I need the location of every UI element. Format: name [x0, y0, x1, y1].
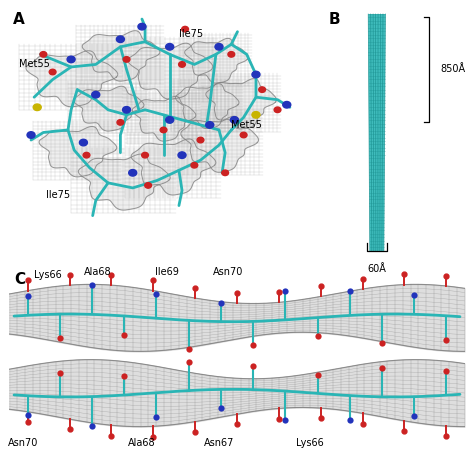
- Text: Asn70: Asn70: [213, 267, 243, 277]
- Polygon shape: [185, 38, 248, 83]
- Circle shape: [166, 117, 173, 123]
- Circle shape: [142, 153, 148, 158]
- Circle shape: [80, 140, 87, 146]
- Polygon shape: [368, 14, 385, 251]
- Circle shape: [123, 57, 130, 62]
- Polygon shape: [132, 96, 196, 141]
- Circle shape: [160, 127, 167, 133]
- Text: Ile69: Ile69: [155, 267, 178, 277]
- Polygon shape: [206, 79, 276, 129]
- Text: Ile75: Ile75: [179, 29, 203, 39]
- Circle shape: [197, 137, 204, 143]
- Text: C: C: [14, 272, 25, 287]
- Text: Ala68: Ala68: [128, 437, 155, 448]
- Text: Lys66: Lys66: [34, 270, 62, 280]
- Polygon shape: [131, 139, 216, 195]
- Text: Asn70: Asn70: [8, 437, 38, 448]
- Circle shape: [138, 23, 146, 30]
- Text: A: A: [12, 12, 24, 27]
- Polygon shape: [175, 84, 239, 129]
- Circle shape: [215, 44, 223, 50]
- Circle shape: [182, 27, 189, 32]
- Circle shape: [230, 117, 238, 123]
- Circle shape: [49, 69, 56, 75]
- Circle shape: [67, 56, 75, 63]
- Text: Ile75: Ile75: [46, 190, 71, 201]
- Circle shape: [252, 71, 260, 78]
- Circle shape: [117, 120, 124, 125]
- Text: Met55: Met55: [231, 120, 262, 130]
- Circle shape: [228, 52, 235, 57]
- Circle shape: [166, 44, 173, 50]
- Circle shape: [145, 183, 152, 188]
- Polygon shape: [181, 116, 258, 172]
- Text: Lys66: Lys66: [296, 437, 324, 448]
- Polygon shape: [128, 43, 213, 99]
- Circle shape: [274, 107, 281, 112]
- Circle shape: [206, 122, 214, 128]
- Text: 60Å: 60Å: [367, 264, 386, 274]
- Text: Asn67: Asn67: [204, 437, 234, 448]
- Polygon shape: [39, 126, 117, 177]
- Circle shape: [123, 107, 130, 113]
- Polygon shape: [82, 31, 160, 81]
- Circle shape: [83, 153, 90, 158]
- Circle shape: [252, 112, 260, 118]
- Circle shape: [33, 104, 41, 111]
- Circle shape: [40, 52, 47, 57]
- Text: Ala68: Ala68: [84, 267, 112, 277]
- Polygon shape: [78, 154, 170, 210]
- Polygon shape: [26, 51, 118, 107]
- Circle shape: [222, 170, 228, 176]
- Circle shape: [92, 91, 100, 98]
- Circle shape: [259, 87, 265, 92]
- Circle shape: [129, 170, 137, 176]
- Text: Met55: Met55: [18, 59, 50, 69]
- Circle shape: [179, 62, 185, 67]
- Circle shape: [27, 132, 35, 138]
- Text: B: B: [328, 12, 340, 27]
- Text: 850Å: 850Å: [441, 64, 466, 75]
- Circle shape: [283, 102, 291, 108]
- Circle shape: [178, 152, 186, 158]
- Polygon shape: [73, 86, 144, 131]
- Circle shape: [191, 162, 198, 168]
- Circle shape: [117, 36, 124, 42]
- Circle shape: [240, 132, 247, 138]
